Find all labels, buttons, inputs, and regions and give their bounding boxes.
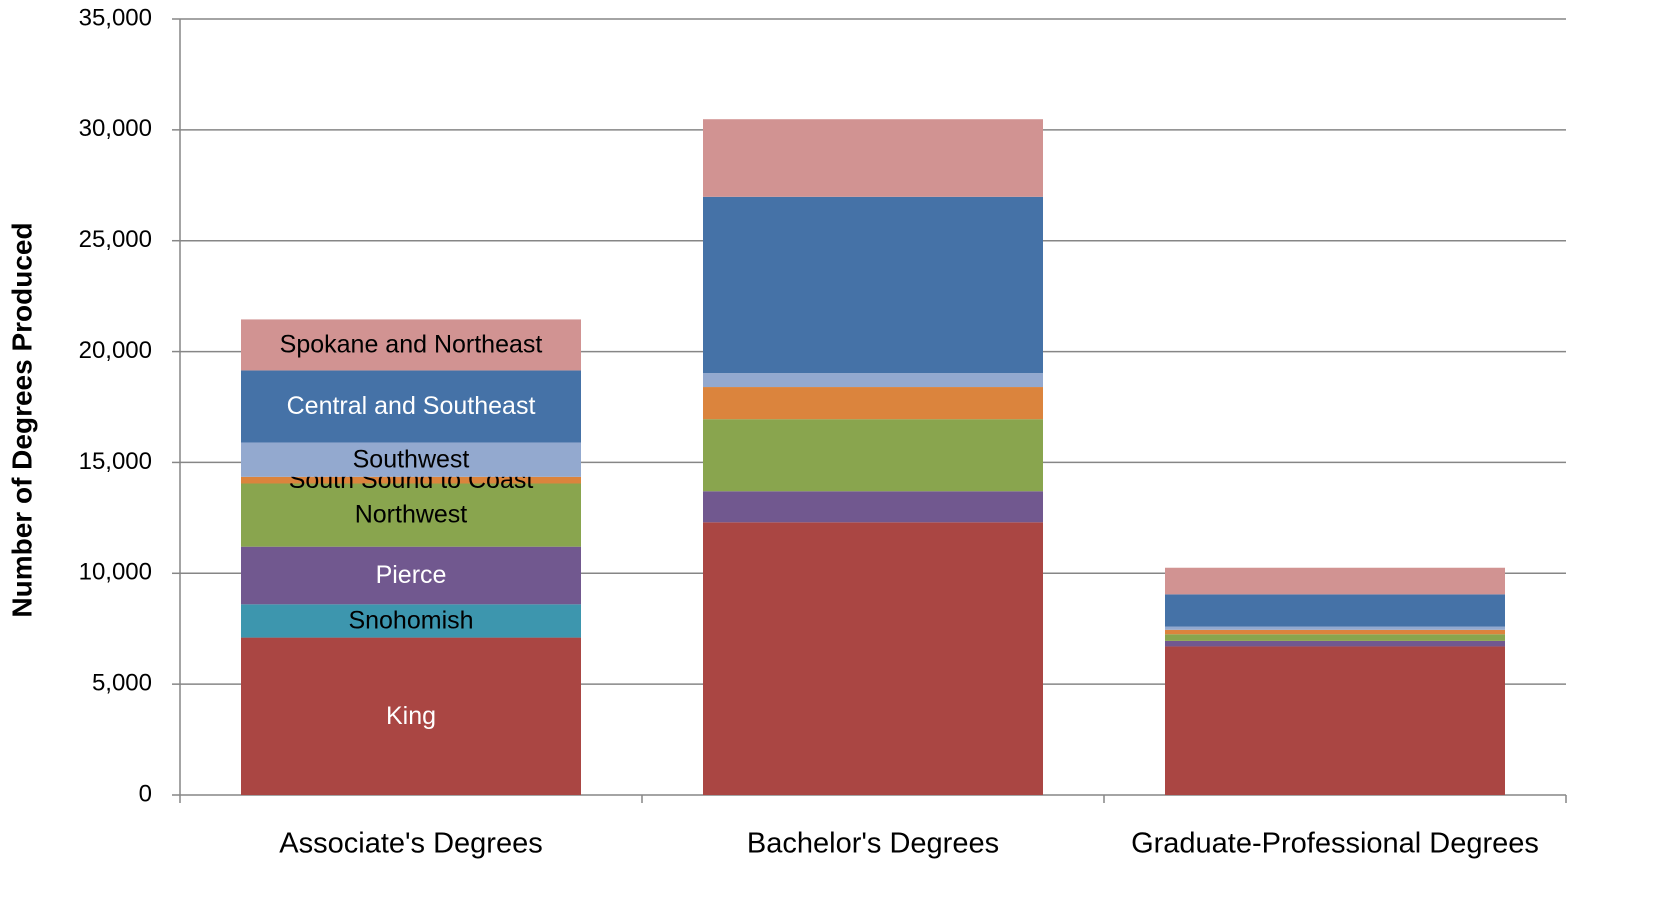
bar-segment — [1165, 567, 1505, 595]
bar-segment — [241, 476, 581, 484]
y-tick-label: 35,000 — [79, 4, 152, 31]
segment-label: Central and Southeast — [287, 392, 536, 420]
y-axis-label: Number of Degrees Produced — [6, 222, 37, 617]
x-tick-label: Bachelor's Degrees — [747, 828, 999, 860]
y-tick-label: 15,000 — [79, 448, 152, 475]
y-tick-label: 0 — [139, 780, 152, 807]
bar-segment — [1165, 634, 1505, 641]
bar-segment — [1165, 646, 1505, 795]
bar-segment — [241, 604, 581, 638]
y-tick-label: 5,000 — [92, 669, 152, 696]
segment-label: Southwest — [353, 445, 470, 473]
y-tick-label: 30,000 — [79, 115, 152, 142]
bar-segment — [1165, 594, 1505, 627]
x-tick-label: Graduate-Professional Degrees — [1131, 828, 1539, 860]
segment-label: Pierce — [376, 561, 447, 589]
x-tick-label: Associate's Degrees — [279, 828, 542, 860]
segment-label: Northwest — [355, 501, 468, 529]
bar-segment — [1165, 640, 1505, 647]
bar-segment — [703, 522, 1043, 795]
segment-label: King — [386, 702, 436, 730]
y-tick-label: 20,000 — [79, 337, 152, 364]
bar-segment — [703, 491, 1043, 523]
bar-segment — [1165, 629, 1505, 635]
bar-segment — [241, 370, 581, 443]
bar-segment — [241, 546, 581, 605]
bar-segment — [241, 483, 581, 547]
segment-label: Spokane and Northeast — [280, 331, 543, 359]
bar-segment — [241, 319, 581, 371]
bar-segment — [1165, 626, 1505, 630]
bar-segment — [241, 442, 581, 477]
bar-segment — [241, 637, 581, 795]
y-tick-label: 10,000 — [79, 559, 152, 586]
bar-segment — [703, 419, 1043, 492]
bar-segment — [703, 196, 1043, 374]
y-tick-label: 25,000 — [79, 226, 152, 253]
bar-segment — [703, 373, 1043, 388]
bar-segment — [703, 387, 1043, 420]
segment-label: Snohomish — [348, 607, 473, 635]
bar-segment — [703, 119, 1043, 197]
